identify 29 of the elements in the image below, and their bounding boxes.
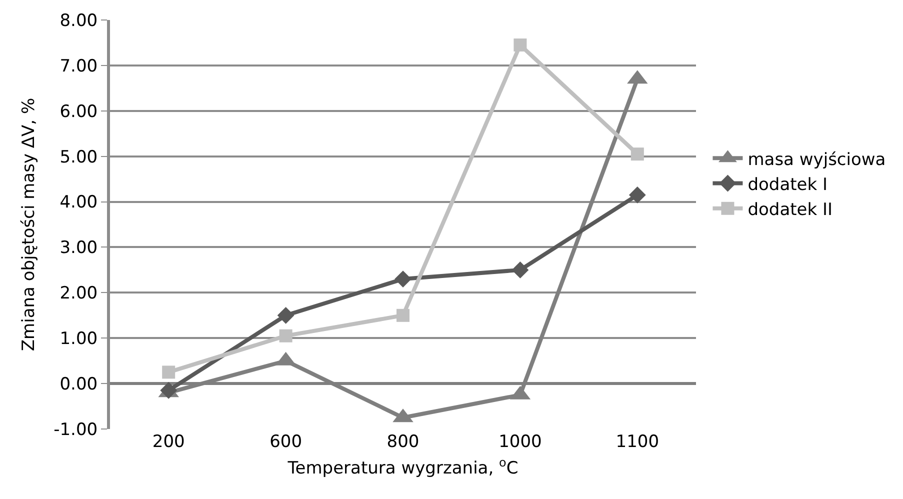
legend-label: masa wyjściowa <box>748 150 886 170</box>
point <box>396 308 410 322</box>
point <box>279 329 292 342</box>
legend-label: dodatek II <box>748 200 833 220</box>
point <box>514 38 527 52</box>
x-tick-label: 1100 <box>616 432 660 452</box>
y-tick-label: 1.00 <box>60 329 98 350</box>
y-tick-label: 4.00 <box>60 192 98 213</box>
y-tick-label: -1.00 <box>54 420 98 440</box>
y-tick-label: 8.00 <box>60 10 98 31</box>
x-tick-label: 800 <box>386 432 420 452</box>
legend-label: dodatek I <box>748 174 828 195</box>
point <box>162 366 176 379</box>
point <box>512 261 529 278</box>
point <box>277 306 294 324</box>
y-tick-label: 2.00 <box>60 284 98 304</box>
point <box>628 186 646 204</box>
y-axis-title: Zmiana objętości masy ΔV, % <box>19 98 40 352</box>
x-tick-label: 600 <box>270 432 302 452</box>
y-tick-label: 3.00 <box>60 238 98 258</box>
y-tick-label: 6.00 <box>60 102 98 122</box>
y-tick-label: 7.00 <box>60 56 98 76</box>
x-tick-label: 1000 <box>498 432 542 452</box>
y-tick-label: 5.00 <box>60 147 98 168</box>
y-tick-label: 0.00 <box>60 374 98 395</box>
x-axis-title: Temperatura wygrzania, $^{o}$C <box>286 455 518 478</box>
point <box>394 270 412 288</box>
point <box>630 148 644 161</box>
x-tick-label: 200 <box>152 432 185 452</box>
